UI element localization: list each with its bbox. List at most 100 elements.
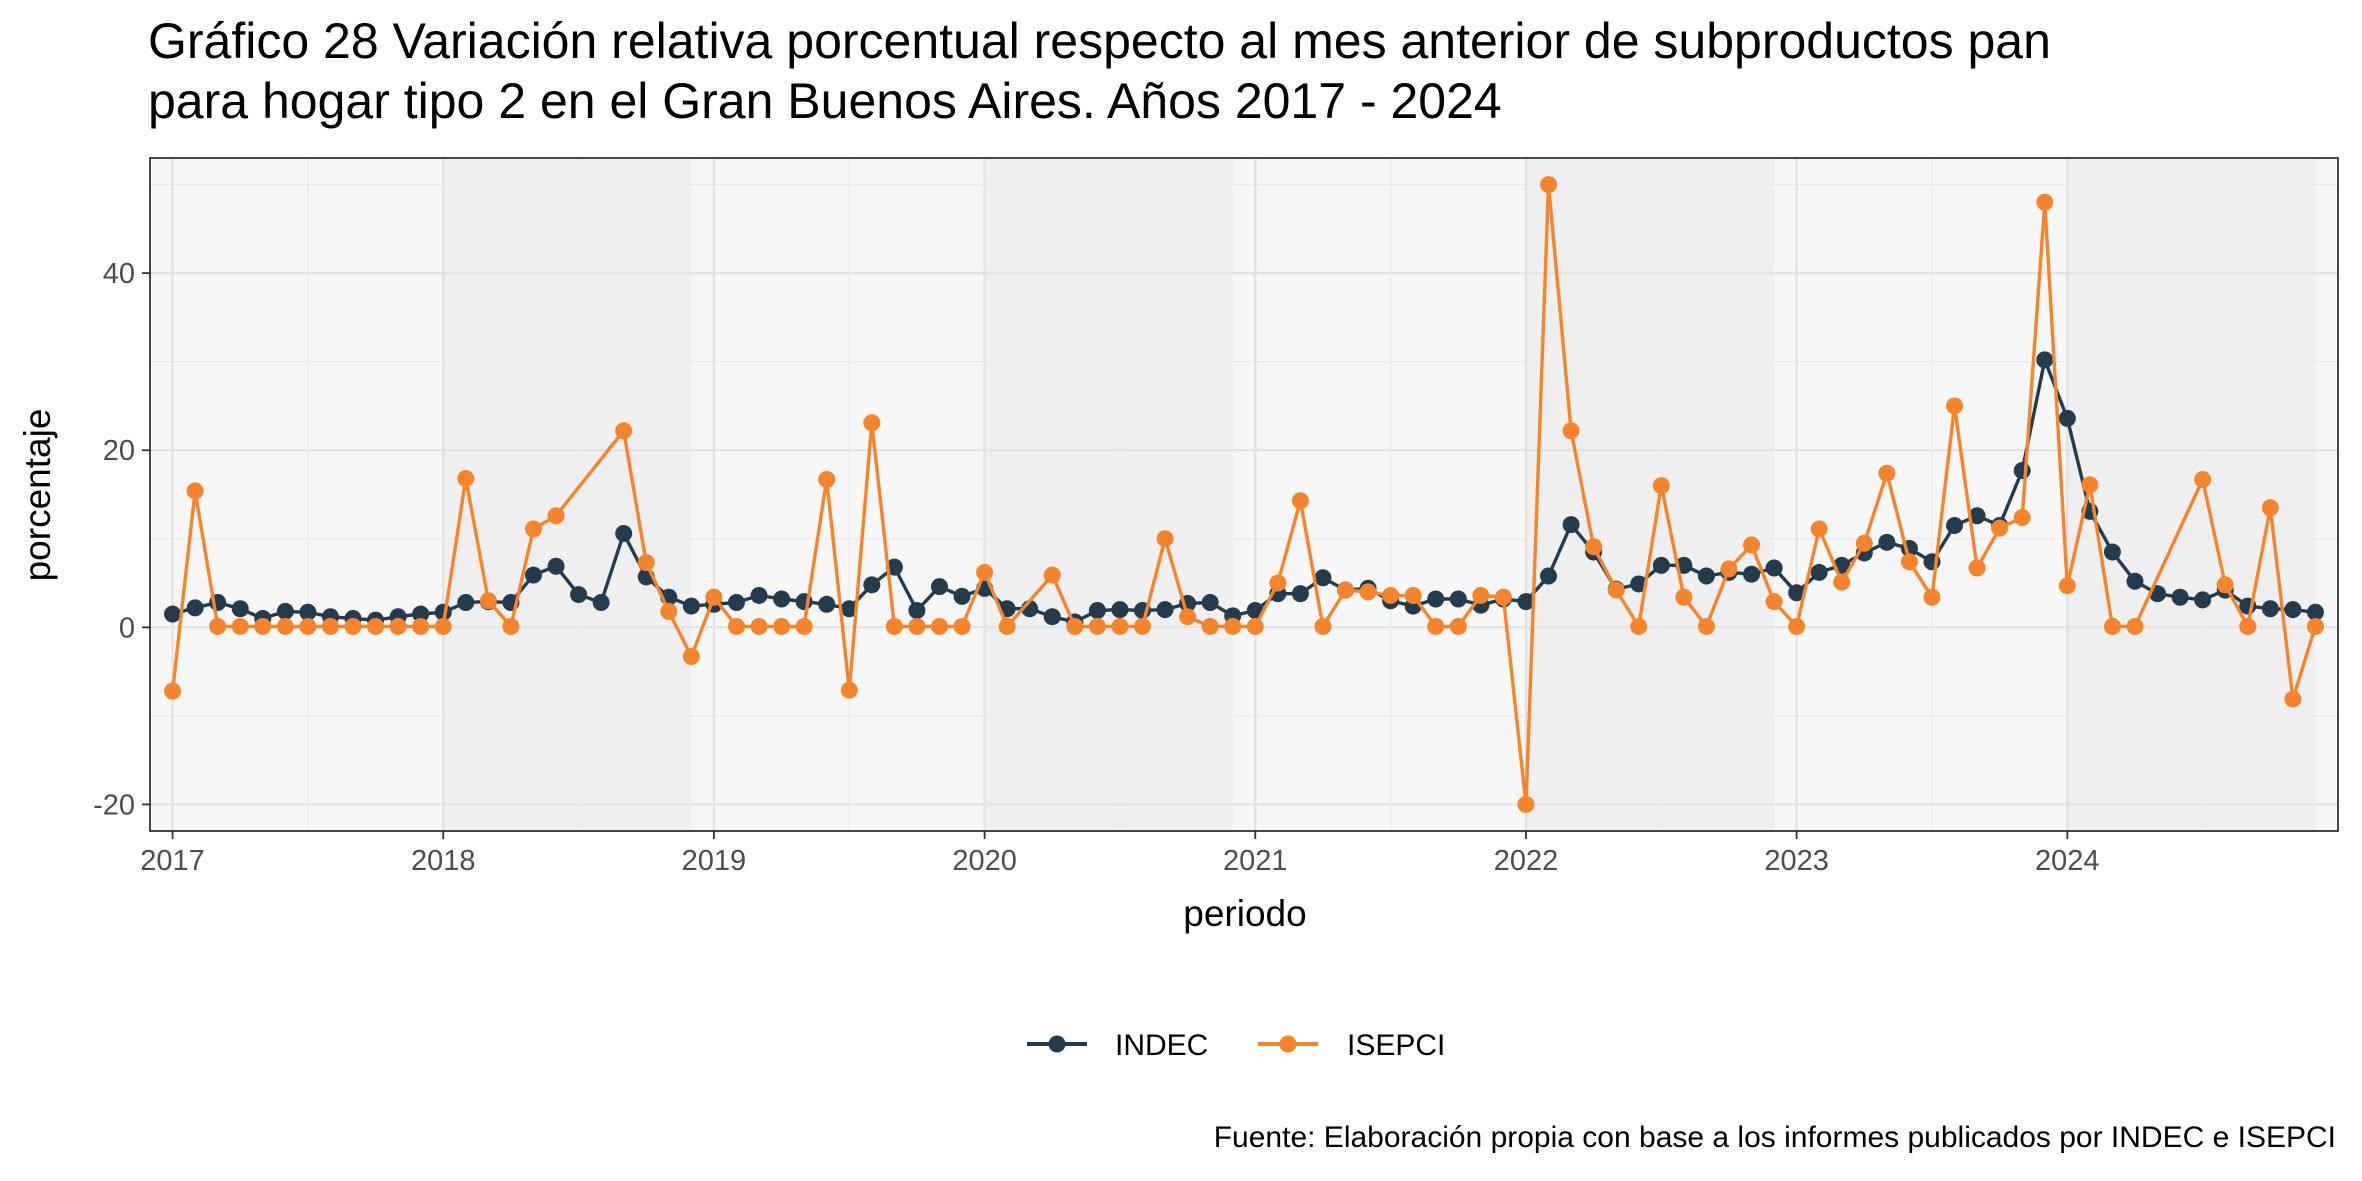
shaded-band-2020: [984, 158, 1233, 831]
data-point-indec: [2013, 462, 2031, 480]
data-point-isepci: [1607, 581, 1625, 599]
legend-key-point-isepci: [1279, 1035, 1297, 1053]
legend-key-point-indec: [1048, 1035, 1066, 1053]
data-point-isepci: [1923, 588, 1941, 606]
data-point-isepci: [2103, 617, 2121, 635]
data-point-isepci: [209, 617, 227, 635]
data-point-isepci: [1900, 553, 1918, 571]
data-point-indec: [1946, 516, 1964, 534]
data-point-indec: [1788, 584, 1806, 602]
data-point-isepci: [412, 617, 430, 635]
shaded-band-2024: [2067, 158, 2316, 831]
data-point-isepci: [2261, 499, 2279, 517]
data-point-isepci: [2058, 577, 2076, 595]
data-point-isepci: [2216, 576, 2234, 594]
data-point-isepci: [1720, 560, 1738, 578]
data-point-isepci: [1043, 566, 1061, 584]
data-point-indec: [908, 602, 926, 620]
data-point-indec: [276, 602, 294, 620]
data-point-isepci: [1652, 477, 1670, 495]
data-point-indec: [1517, 593, 1535, 611]
data-point-isepci: [1946, 397, 1964, 415]
data-point-isepci: [186, 482, 204, 500]
data-point-indec: [1449, 590, 1467, 608]
data-point-isepci: [1855, 534, 1873, 552]
data-point-isepci: [1585, 538, 1603, 556]
data-point-indec: [818, 595, 836, 613]
data-point-indec: [615, 524, 633, 542]
data-point-isepci: [524, 520, 542, 538]
data-point-indec: [682, 597, 700, 615]
data-point-isepci: [2013, 509, 2031, 527]
data-point-indec: [953, 587, 971, 605]
data-point-isepci: [1291, 492, 1309, 510]
data-point-isepci: [1449, 617, 1467, 635]
data-point-isepci: [1743, 536, 1761, 554]
data-point-indec: [164, 605, 182, 623]
data-point-indec: [299, 603, 317, 621]
data-point-indec: [2306, 603, 2324, 621]
data-point-isepci: [1224, 617, 1242, 635]
data-point-indec: [412, 605, 430, 623]
x-tick-label: 2019: [682, 845, 747, 877]
data-point-isepci: [434, 617, 452, 635]
data-point-indec: [2284, 601, 2302, 619]
source-caption: Fuente: Elaboración propia con base a lo…: [1214, 1121, 2336, 1154]
data-point-indec: [1743, 565, 1761, 583]
data-point-indec: [1630, 575, 1648, 593]
x-tick-label: 2017: [140, 845, 205, 877]
data-point-isepci: [1697, 617, 1715, 635]
x-tick-label: 2022: [1494, 845, 1559, 877]
data-point-isepci: [321, 617, 339, 635]
x-tick-label: 2021: [1223, 845, 1288, 877]
x-tick-label: 2018: [411, 845, 476, 877]
data-point-isepci: [164, 682, 182, 700]
x-axis: 2017 2018 2019 2020 2021 2022 2023 2024: [140, 831, 2100, 877]
data-point-isepci: [1562, 422, 1580, 440]
x-tick-label: 2024: [2035, 845, 2100, 877]
x-tick-label: 2020: [952, 845, 1017, 877]
data-point-isepci: [2194, 470, 2212, 488]
data-point-isepci: [637, 554, 655, 572]
data-point-indec: [2126, 572, 2144, 590]
plot-border: [149, 157, 2339, 832]
data-point-isepci: [479, 592, 497, 610]
data-point-isepci: [998, 617, 1016, 635]
data-point-isepci: [1314, 617, 1332, 635]
data-point-indec: [2036, 351, 2054, 369]
data-point-isepci: [1472, 586, 1490, 604]
data-point-indec: [1111, 601, 1129, 619]
data-point-isepci: [705, 588, 723, 606]
legend-label-indec: INDEC: [1115, 1029, 1208, 1062]
data-point-indec: [1088, 602, 1106, 620]
chart-title-line-2: para hogar tipo 2 en el Gran Buenos Aire…: [148, 73, 1502, 129]
data-point-isepci: [1201, 617, 1219, 635]
data-point-indec: [186, 599, 204, 617]
data-point-isepci: [2284, 690, 2302, 708]
legend-label-isepci: ISEPCI: [1347, 1029, 1445, 1062]
data-point-indec: [2103, 543, 2121, 561]
data-point-isepci: [863, 414, 881, 432]
data-point-isepci: [1427, 617, 1445, 635]
data-point-isepci: [502, 617, 520, 635]
data-point-indec: [863, 576, 881, 594]
x-axis-title: periodo: [1183, 893, 1306, 934]
data-point-isepci: [1540, 176, 1558, 194]
data-point-isepci: [1246, 617, 1264, 635]
data-point-isepci: [2239, 617, 2257, 635]
data-point-isepci: [1111, 617, 1129, 635]
shaded-band-2018: [443, 158, 692, 831]
data-point-indec: [1968, 507, 1986, 525]
data-point-isepci: [389, 617, 407, 635]
y-axis-title: porcentaje: [17, 409, 58, 582]
data-point-indec: [1043, 608, 1061, 626]
y-tick-label: 40: [103, 258, 135, 290]
data-point-indec: [1427, 590, 1445, 608]
data-point-isepci: [367, 617, 385, 635]
data-point-indec: [930, 578, 948, 596]
data-point-indec: [1314, 569, 1332, 587]
data-point-isepci: [1133, 617, 1151, 635]
data-point-isepci: [276, 617, 294, 635]
data-point-indec: [885, 558, 903, 576]
